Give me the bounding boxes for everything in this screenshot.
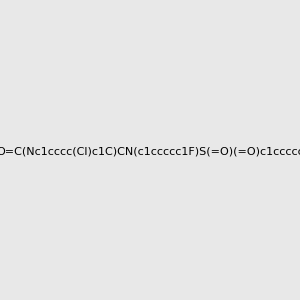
Text: O=C(Nc1cccc(Cl)c1C)CN(c1ccccc1F)S(=O)(=O)c1ccccc1: O=C(Nc1cccc(Cl)c1C)CN(c1ccccc1F)S(=O)(=O… [0,146,300,157]
